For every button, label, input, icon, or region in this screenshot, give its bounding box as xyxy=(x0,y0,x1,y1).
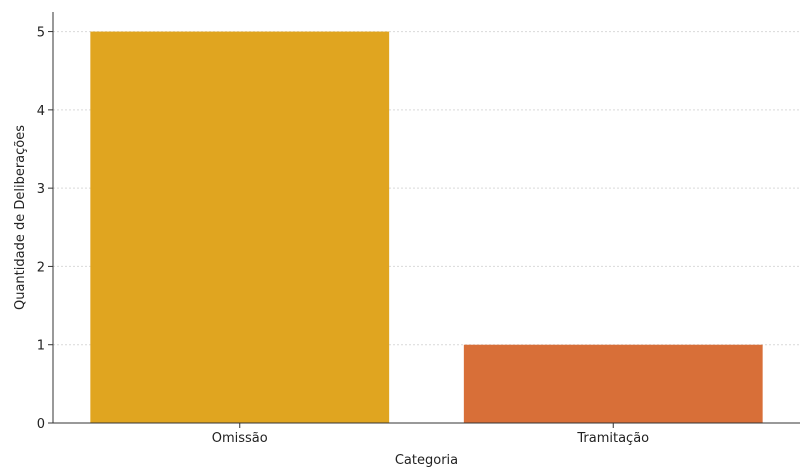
bar xyxy=(90,31,390,423)
y-tick-label: 0 xyxy=(37,417,45,432)
x-tick-label: Omissão xyxy=(212,431,268,446)
axes xyxy=(52,12,800,424)
y-tick-label: 3 xyxy=(37,182,45,197)
x-axis-title: Categoria xyxy=(395,453,458,468)
x-tick-label: Tramitação xyxy=(576,431,649,446)
y-tick-label: 1 xyxy=(37,339,45,354)
y-tick-label: 4 xyxy=(37,104,45,119)
y-tick-label: 2 xyxy=(37,260,45,275)
y-axis-title: Quantidade de Deliberações xyxy=(13,125,28,310)
bars xyxy=(90,31,763,423)
y-tick-label: 5 xyxy=(37,26,45,41)
x-ticks: Omissão Tramitação xyxy=(212,423,649,446)
y-ticks: 0 1 2 3 4 5 xyxy=(37,26,53,432)
bar xyxy=(463,344,763,423)
